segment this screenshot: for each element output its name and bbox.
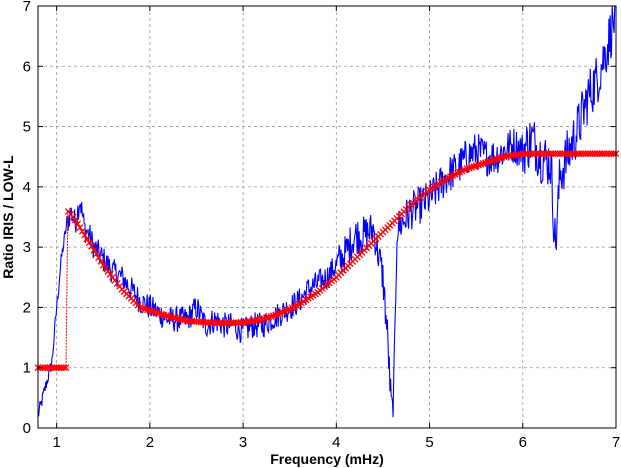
y-tick-label: 5 [23,119,31,136]
model-marker [60,364,68,372]
grid [38,5,617,429]
x-tick-label: 4 [332,434,340,451]
model-marker [85,239,93,247]
model-marker [81,231,89,239]
model-marker [76,224,84,232]
plot-frame [37,5,617,429]
y-tick-label: 3 [23,239,31,256]
x-tick-label: 2 [146,434,154,451]
y-tick-label: 0 [23,420,31,437]
model-marker [92,250,100,258]
x-tick-label: 1 [52,434,60,451]
x-axis-label: Frequency (mHz) [270,451,384,467]
model-marker [83,235,91,243]
model-marker [74,220,82,228]
series-line [38,153,616,369]
y-tick-label: 2 [23,299,31,316]
series-group [34,5,620,418]
x-tick-label: 3 [239,434,247,451]
y-tick-label: 6 [23,58,31,75]
series-model [34,150,620,372]
model-marker [95,254,103,262]
y-tick-label: 1 [23,360,31,377]
model-marker [97,258,105,265]
series-line [37,5,616,418]
series-measured [37,5,616,418]
ticks: 1 2 3 4 5 6 7 0 1 2 3 4 5 6 7 [23,0,621,451]
x-tick-label: 7 [612,434,620,451]
y-axis-label: Ratio IRIS / LOW-L [0,155,16,279]
x-tick-label: 5 [425,434,433,451]
model-marker [88,242,96,250]
model-marker [71,216,79,224]
y-tick-label: 7 [23,0,31,15]
y-tick-label: 4 [23,179,31,196]
x-tick-label: 6 [519,434,527,451]
model-marker [78,227,86,235]
model-marker [90,246,98,254]
model-marker [62,364,70,372]
